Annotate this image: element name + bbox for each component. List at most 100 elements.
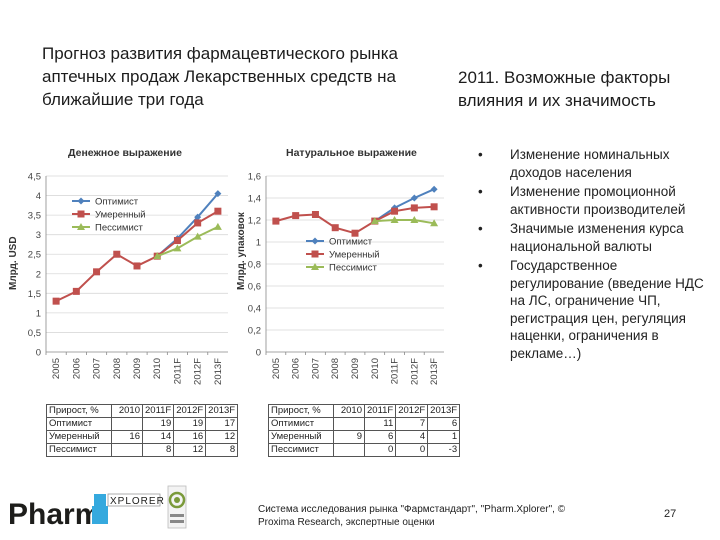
y-tick-label: 1,5 — [28, 289, 41, 300]
x-tick-label: 2006 — [71, 358, 82, 379]
table-cell: 1 — [427, 430, 461, 444]
data-point — [153, 252, 162, 260]
x-tick-label: 2011F — [390, 358, 401, 384]
data-point — [93, 268, 101, 276]
bullet-icon: • — [478, 147, 483, 162]
table-header-cell: 2013F — [427, 404, 461, 418]
data-point — [77, 223, 85, 230]
data-point — [193, 232, 202, 240]
factor-text: Государственное регулирование (введение … — [510, 258, 704, 361]
series-line — [374, 219, 435, 225]
table-cell: Пессимист — [46, 443, 112, 457]
x-tick-label: 2007 — [310, 358, 321, 379]
table-row: Умеренный 9 6 4 1 — [268, 430, 461, 444]
chart-title: Денежное выражение — [68, 147, 182, 159]
table-cell — [111, 443, 143, 457]
legend-label: Пессимист — [95, 223, 144, 234]
legend-label: Умеренный — [329, 250, 380, 261]
data-point — [52, 297, 60, 305]
table-row: Оптимист 11 7 6 — [268, 417, 461, 431]
y-tick-label: 1,2 — [248, 216, 261, 227]
series-line — [156, 192, 219, 257]
x-tick-label: 2005 — [271, 358, 282, 379]
table-cell: 12 — [173, 443, 207, 457]
table-cell — [333, 443, 365, 457]
y-tick-label: 1,6 — [248, 172, 261, 183]
factor-text: Изменение промоционной активности произв… — [510, 184, 686, 217]
chart-title: Натуральное выражение — [286, 147, 417, 159]
data-point — [410, 216, 419, 223]
data-point — [410, 204, 418, 212]
y-tick-label: 1,4 — [248, 194, 261, 205]
data-point — [77, 197, 85, 205]
y-tick-label: 1 — [256, 238, 261, 249]
series-line — [156, 225, 219, 258]
logo-square — [92, 506, 108, 524]
table-cell: 14 — [141, 430, 175, 444]
x-tick-label: 2008 — [112, 358, 123, 379]
page-number: 27 — [664, 508, 677, 520]
data-point — [173, 237, 181, 245]
y-tick-label: 0,6 — [248, 282, 261, 293]
table-cell: 19 — [141, 417, 175, 431]
table-cell: -3 — [427, 443, 461, 457]
table-cell: Оптимист — [268, 417, 334, 431]
table-row: Умеренный 16 14 16 12 — [46, 430, 239, 444]
data-point — [113, 250, 121, 258]
bullet-icon: • — [478, 221, 483, 236]
bullet-icon: • — [478, 258, 483, 273]
table-header-cell: 2013F — [205, 404, 239, 418]
data-point — [311, 263, 319, 270]
x-tick-label: 2012F — [193, 358, 204, 385]
factor-item: • Изменение промоционной активности произ… — [478, 183, 714, 218]
data-point — [214, 190, 222, 198]
source-footnote: Система исследования рынка "Фармстандарт… — [258, 504, 566, 528]
table-cell: 16 — [173, 430, 207, 444]
data-point — [410, 194, 418, 202]
y-tick-label: 0,8 — [248, 260, 261, 271]
table-row: Пессимист 8 12 8 — [46, 443, 239, 457]
table-header-cell: 2012F — [395, 404, 429, 418]
factor-item: • Изменение номинальных доходов населения — [478, 146, 714, 181]
data-point — [351, 229, 359, 237]
table-cell: 6 — [427, 417, 461, 431]
growth-table-money: Прирост, % 2010 2011F 2012F 2013F Оптимист 19 1… — [46, 404, 239, 457]
table-cell — [333, 417, 365, 431]
y-tick-label: 0,2 — [248, 326, 261, 337]
y-tick-label: 4,5 — [28, 172, 41, 183]
volume-chart: Натуральное выражение Млрд. упаковок 0 0,2 0… — [236, 147, 444, 385]
data-point — [133, 262, 141, 270]
y-tick-label: 2,5 — [28, 250, 41, 261]
table-cell: 17 — [205, 417, 239, 431]
data-point — [430, 219, 439, 227]
y-tick-label: 0 — [36, 348, 41, 359]
legend-label: Оптимист — [329, 237, 373, 248]
factors-list: • Изменение номинальных доходов населения… — [478, 146, 714, 364]
table-cell: Оптимист — [46, 417, 112, 431]
y-tick-label: 3 — [36, 230, 41, 241]
table-header-cell: 2010 — [111, 404, 143, 418]
data-point — [77, 210, 85, 218]
y-tick-label: 3,5 — [28, 211, 41, 222]
data-point — [370, 217, 379, 225]
table-cell: 7 — [395, 417, 429, 431]
series-line — [374, 188, 435, 222]
growth-table-volume: Прирост, % 2010 2011F 2012F 2013F Оптимист 11 7… — [268, 404, 461, 457]
table-row: Пессимист 0 0 -3 — [268, 443, 461, 457]
x-tick-label: 2010 — [152, 358, 163, 379]
legend-label: Пессимист — [329, 263, 378, 274]
data-point — [292, 212, 300, 220]
table-cell: 6 — [363, 430, 397, 444]
table-header-row: Прирост, % 2010 2011F 2012F 2013F — [46, 404, 239, 418]
logo-square — [94, 494, 106, 506]
quality-seal-icon — [167, 485, 187, 529]
table-cell: 0 — [395, 443, 429, 457]
logo-frame — [107, 493, 161, 507]
table-header-cell: Прирост, % — [46, 404, 112, 418]
y-axis-label: Млрд. упаковок — [236, 211, 247, 290]
table-cell: 0 — [363, 443, 397, 457]
data-point — [173, 244, 182, 252]
x-tick-label: 2011F — [172, 358, 183, 384]
logo-text-main: Pharm — [8, 498, 101, 530]
x-tick-label: 2009 — [350, 358, 361, 379]
